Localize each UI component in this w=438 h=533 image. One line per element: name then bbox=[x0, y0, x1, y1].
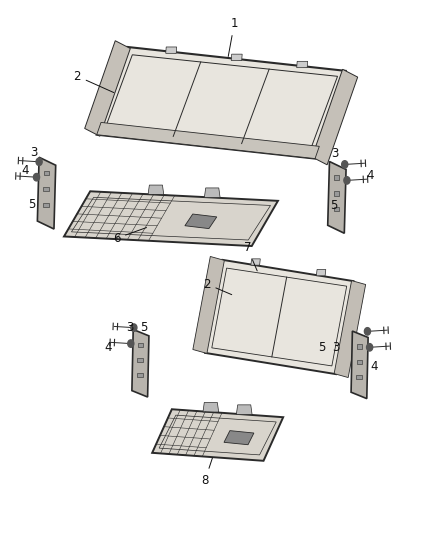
Circle shape bbox=[367, 344, 373, 351]
Circle shape bbox=[36, 158, 42, 165]
Polygon shape bbox=[166, 47, 177, 53]
Polygon shape bbox=[152, 409, 283, 461]
Polygon shape bbox=[205, 188, 220, 198]
Polygon shape bbox=[205, 260, 353, 374]
Polygon shape bbox=[316, 270, 326, 276]
Polygon shape bbox=[37, 157, 56, 229]
Circle shape bbox=[364, 328, 371, 335]
Polygon shape bbox=[203, 402, 219, 412]
Circle shape bbox=[344, 176, 350, 184]
Polygon shape bbox=[97, 47, 346, 159]
Polygon shape bbox=[148, 185, 164, 195]
Polygon shape bbox=[185, 214, 217, 229]
Text: 3: 3 bbox=[331, 147, 339, 160]
Text: 3: 3 bbox=[30, 146, 37, 159]
Text: 4: 4 bbox=[104, 341, 111, 354]
Text: 1: 1 bbox=[228, 17, 238, 56]
Polygon shape bbox=[137, 373, 142, 377]
Polygon shape bbox=[334, 207, 339, 212]
Polygon shape bbox=[357, 375, 362, 379]
Polygon shape bbox=[334, 280, 366, 377]
Polygon shape bbox=[351, 331, 368, 399]
Text: 3: 3 bbox=[126, 321, 134, 334]
Text: 8: 8 bbox=[201, 458, 212, 487]
Polygon shape bbox=[328, 161, 346, 233]
Polygon shape bbox=[85, 41, 131, 136]
Text: 5: 5 bbox=[330, 199, 337, 212]
Text: 6: 6 bbox=[113, 228, 147, 245]
Polygon shape bbox=[44, 171, 49, 175]
Polygon shape bbox=[297, 61, 307, 68]
Text: 7: 7 bbox=[244, 241, 257, 271]
Polygon shape bbox=[357, 344, 362, 349]
Text: 4: 4 bbox=[21, 164, 28, 177]
Polygon shape bbox=[334, 175, 339, 180]
Polygon shape bbox=[237, 405, 252, 415]
Polygon shape bbox=[224, 431, 254, 445]
Polygon shape bbox=[138, 343, 143, 347]
Polygon shape bbox=[64, 191, 278, 246]
Text: 5: 5 bbox=[318, 341, 326, 354]
Circle shape bbox=[128, 340, 134, 348]
Polygon shape bbox=[43, 187, 49, 191]
Polygon shape bbox=[43, 203, 49, 207]
Text: 2: 2 bbox=[73, 70, 114, 93]
Text: 2: 2 bbox=[203, 278, 232, 295]
Polygon shape bbox=[312, 69, 358, 165]
Polygon shape bbox=[357, 360, 362, 364]
Polygon shape bbox=[334, 191, 339, 196]
Text: 3: 3 bbox=[332, 341, 340, 354]
Text: 4: 4 bbox=[371, 360, 378, 373]
Text: 5: 5 bbox=[140, 321, 148, 334]
Polygon shape bbox=[231, 54, 242, 61]
Polygon shape bbox=[193, 256, 224, 353]
Circle shape bbox=[131, 324, 137, 332]
Polygon shape bbox=[97, 123, 319, 159]
Circle shape bbox=[33, 173, 39, 181]
Text: 5: 5 bbox=[28, 198, 36, 211]
Polygon shape bbox=[132, 329, 149, 397]
Circle shape bbox=[342, 161, 348, 168]
Polygon shape bbox=[138, 358, 143, 362]
Polygon shape bbox=[251, 259, 260, 265]
Text: 4: 4 bbox=[366, 168, 373, 182]
